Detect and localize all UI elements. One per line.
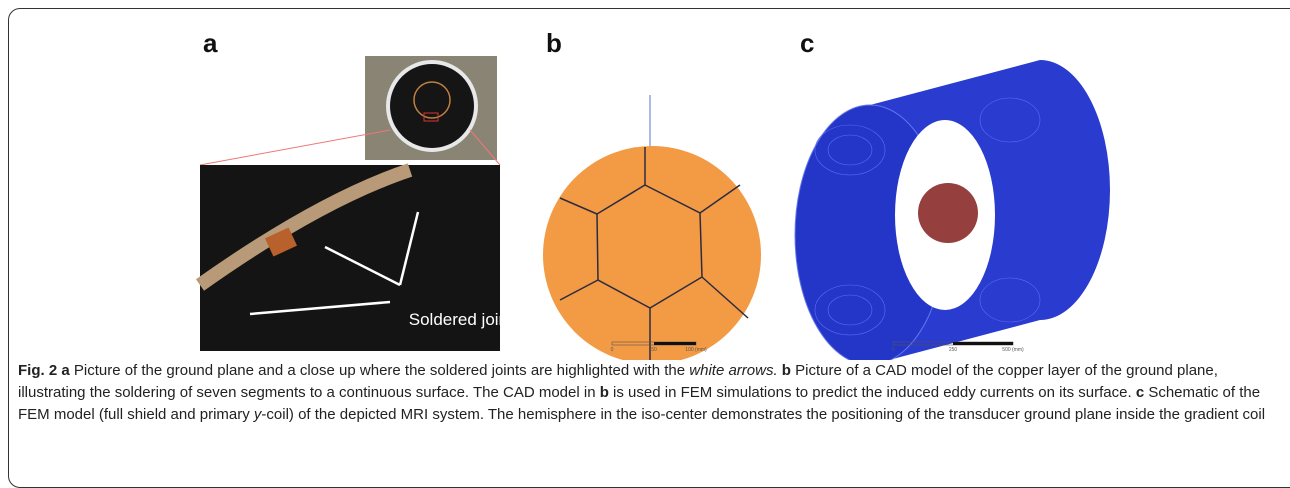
caption-segment: -coil) of the depicted MRI system. The h…	[261, 406, 1266, 423]
zoom-box	[423, 112, 439, 122]
sphere	[543, 146, 761, 360]
caption: Fig. 2 a Picture of the ground plane and…	[18, 360, 1268, 426]
coil-windings	[814, 97, 1041, 336]
caption-segment: is used in FEM simulations to predict th…	[608, 384, 1136, 401]
arrows	[249, 211, 420, 316]
scale-bar-fill	[654, 342, 696, 345]
caption-segment: Fig. 2	[18, 362, 58, 379]
panel-label: a	[203, 28, 218, 58]
caption-segment: c	[1135, 384, 1145, 401]
scale-label: 500 (mm)	[1002, 347, 1024, 353]
caption-segment: y	[253, 406, 262, 423]
annotation: Soldered joints	[409, 310, 521, 329]
ring-closeup	[195, 163, 413, 291]
scale-label: 0	[611, 347, 614, 353]
caption-segment: b	[781, 362, 791, 379]
zoom-line	[469, 129, 501, 166]
caption-segment: a	[61, 362, 70, 379]
scale-label: 100 (mm)	[685, 347, 707, 353]
ring-inner	[413, 81, 451, 119]
solder-joint	[264, 227, 298, 257]
panel-label: c	[800, 28, 814, 58]
caption-segment: Picture of a CAD model of the copper lay…	[18, 362, 1218, 401]
caption-segment: b	[599, 384, 609, 401]
ring	[386, 60, 478, 152]
page: a Soldered joints b 0 50 100 (mm) c 0 25…	[8, 8, 1290, 488]
zoom-line	[199, 129, 391, 166]
scale-label: 50	[651, 347, 657, 353]
panel-label: b	[546, 28, 562, 58]
scale-label: 250	[949, 347, 958, 353]
caption-segment: Schematic of the FEM model (full shield …	[18, 384, 1261, 423]
figure: a Soldered joints b 0 50 100 (mm) c 0 25…	[195, 28, 1110, 360]
caption-segment: Picture of the ground plane and a close …	[69, 362, 690, 379]
scale-bar-fill	[953, 342, 1013, 345]
segment-lines	[559, 147, 749, 360]
scale-label: 0	[892, 347, 895, 353]
caption-segment: white arrows.	[689, 362, 778, 379]
hemisphere	[918, 183, 978, 243]
